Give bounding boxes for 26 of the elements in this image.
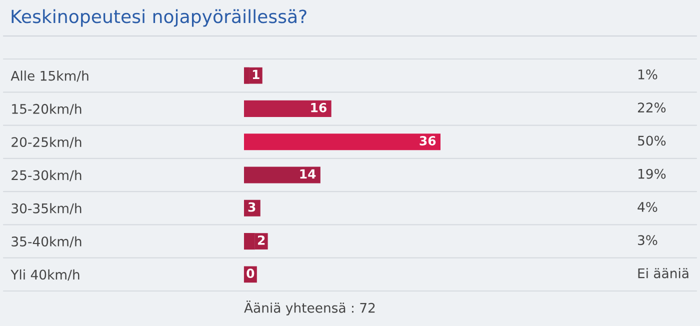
bar [244,134,440,150]
text: 50% [638,136,666,146]
data-label: 3 [248,202,256,212]
data-label: 1 [252,70,260,80]
bar [244,100,332,117]
y-tick-label: 30-35km/h [12,203,82,214]
text: 4% [638,202,658,212]
text: Ei ääniä [638,268,688,278]
y-tick-label: 15-20km/h [12,104,82,115]
text: Ääniä yhteensä : 72 [244,300,375,316]
y-tick-label: 35-40km/h [12,236,82,248]
text: 19% [638,168,666,179]
y-tick-label: Yli 40km/h [10,269,80,281]
text: 22% [638,102,666,113]
data-label: 16 [311,102,326,112]
data-label: 14 [300,169,316,178]
text: 3% [638,235,658,246]
data-label: 2 [258,235,265,245]
y-tick-label: Alle 15km/h [10,70,88,82]
y-tick-label: 25-30km/h [12,170,82,182]
data-label: 0 [246,268,254,278]
data-label: 36 [420,136,436,146]
chart-title: Keskinopeutesi nojapyöräillessä? [12,9,306,27]
y-tick-label: 20-25km/h [12,136,82,148]
bar [244,166,320,184]
text: 1% [638,69,658,80]
